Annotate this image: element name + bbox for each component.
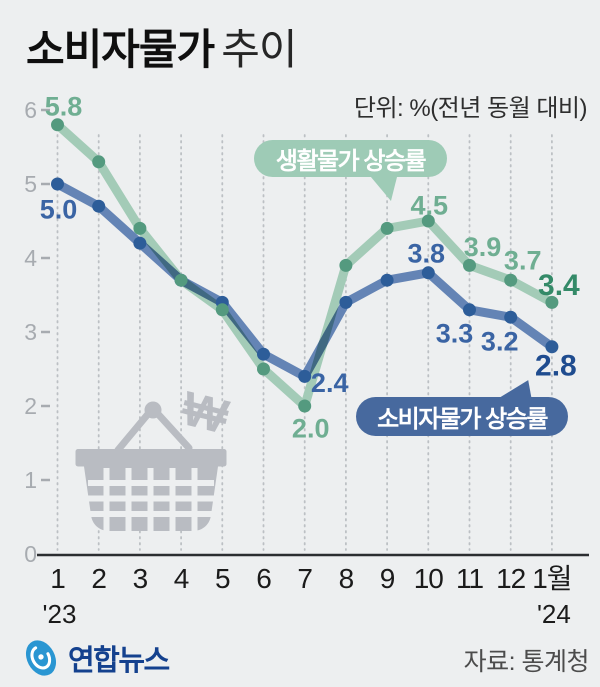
basket-rim <box>75 449 227 467</box>
data-point-green <box>298 399 312 413</box>
data-point-green <box>133 221 147 235</box>
data-point-label-green: 3.4 <box>538 269 580 302</box>
agency-logo: 연합뉴스 <box>20 636 170 680</box>
basket-grid <box>88 468 214 531</box>
y-tick-label: 6 <box>24 97 37 123</box>
year-label: '24 <box>537 599 571 629</box>
series-label-consumer-price-text: 소비자물가 상승률 <box>377 406 548 433</box>
data-point-green <box>504 273 518 287</box>
source-label: 자료: 통계청 <box>463 648 590 676</box>
x-axis-label: 9 <box>380 563 395 594</box>
data-point-green <box>51 118 64 132</box>
title-emphasis: 소비자물가 <box>26 26 215 73</box>
y-axis: 0 1 2 3 4 5 6 <box>24 97 50 567</box>
point-labels: 5.8 2.0 4.5 3.9 3.73.4 5.0 2.4 3.8 3.3 3.2 2.8 <box>40 91 580 443</box>
y-tick-label: 5 <box>24 171 37 197</box>
data-point-label-blue: 3.8 <box>408 238 446 268</box>
data-point-label-blue: 2.8 <box>535 349 577 382</box>
data-point-green <box>92 155 106 169</box>
series-label-consumer-price: 소비자물가 상승률 <box>356 380 568 436</box>
data-point-label-green: 3.7 <box>504 246 542 276</box>
data-point-green <box>380 221 394 235</box>
x-axis-label: 10 <box>414 563 444 594</box>
x-axis-label: 1월 <box>532 563 571 594</box>
basket-handle-left <box>114 410 152 454</box>
basket-handle-knob <box>144 401 162 419</box>
data-point-green <box>339 258 353 272</box>
y-tick-label: 4 <box>24 245 37 271</box>
data-point-blue <box>380 273 394 287</box>
data-point-label-blue: 3.2 <box>481 327 519 357</box>
data-point-label-green: 3.9 <box>464 232 502 262</box>
data-point-green <box>421 214 435 228</box>
data-point-green <box>215 303 229 317</box>
yonhap-logo-icon <box>25 640 57 676</box>
x-axis-label: 8 <box>339 563 354 594</box>
y-tick-label: 0 <box>24 541 37 567</box>
series-label-living-price-text: 생활물가 상승률 <box>275 148 427 175</box>
data-point-label-green: 4.5 <box>411 191 449 221</box>
unit-label: 단위: %(전년 동월 대비) <box>353 95 588 122</box>
y-tick-label: 3 <box>24 319 37 345</box>
data-point-green <box>257 362 270 376</box>
agency-name: 연합뉴스 <box>68 645 170 677</box>
y-tick-label: 2 <box>24 393 37 419</box>
data-point-label-green: 5.8 <box>45 91 83 121</box>
data-point-green <box>463 258 476 272</box>
data-point-blue <box>51 177 64 191</box>
data-point-label-blue: 3.3 <box>436 318 474 348</box>
data-point-green <box>174 273 188 287</box>
title-rest: 추이 <box>221 26 297 73</box>
data-point-blue <box>257 347 270 361</box>
data-point-blue <box>504 310 518 324</box>
x-axis-label: 3 <box>133 563 148 594</box>
data-point-blue <box>92 199 106 213</box>
series-label-living-price: 생활물가 상승률 <box>254 140 447 201</box>
x-axis-label: 5 <box>215 563 230 594</box>
data-point-label-blue: 5.0 <box>40 195 78 225</box>
data-point-label-blue: 2.4 <box>311 368 349 398</box>
x-axis-label: 6 <box>256 563 271 594</box>
data-point-blue <box>545 340 559 354</box>
x-axis-label: 2 <box>91 563 106 594</box>
page-title: 소비자물가 추이 <box>26 16 297 77</box>
won-symbol-icon: ₩ <box>176 382 233 445</box>
data-point-blue <box>133 236 147 250</box>
x-axis-label: 1 <box>50 563 65 594</box>
data-point-label-green: 2.0 <box>292 414 330 444</box>
x-axis-label: 12 <box>496 563 526 594</box>
x-axis-labels: 1 2 3 4 5 6 7 8 9 10 11 12 1월'23'24 <box>43 563 573 629</box>
y-tick-label: 1 <box>24 467 37 493</box>
x-axis-label: 4 <box>174 563 189 594</box>
data-point-green <box>545 295 559 309</box>
data-point-blue <box>463 303 476 317</box>
data-series <box>51 118 559 413</box>
basket-handle-right <box>154 410 193 452</box>
x-axis-label: 7 <box>297 563 312 594</box>
x-axis-label: 11 <box>456 563 483 594</box>
shopping-basket-icon: ₩ <box>75 382 234 531</box>
data-point-blue <box>421 266 435 280</box>
data-point-blue <box>339 295 353 309</box>
data-point-blue <box>298 369 312 383</box>
year-label: '23 <box>43 599 77 629</box>
